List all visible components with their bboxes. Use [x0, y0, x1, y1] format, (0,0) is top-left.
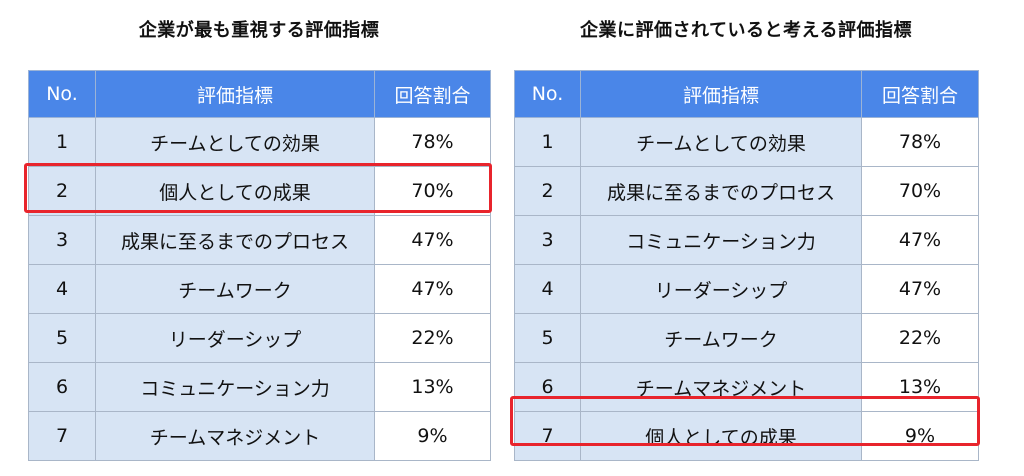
table-row: 4 リーダーシップ 47%: [514, 264, 979, 314]
row-percent: 47%: [861, 215, 979, 265]
left-header-indicator: 評価指標: [95, 70, 375, 118]
row-indicator: チームマネジメント: [95, 411, 375, 461]
row-number: 7: [28, 411, 96, 461]
table-row: 1 チームとしての効果 78%: [514, 117, 979, 167]
table-row: 2 個人としての成果 70%: [28, 166, 491, 216]
row-number: 4: [28, 264, 96, 314]
row-percent: 22%: [374, 313, 491, 363]
row-percent: 22%: [861, 313, 979, 363]
row-number: 1: [514, 117, 581, 167]
row-indicator: 個人としての成果: [580, 411, 862, 461]
table-row: 5 チームワーク 22%: [514, 313, 979, 363]
row-percent: 13%: [861, 362, 979, 412]
row-indicator: コミュニケーション力: [95, 362, 375, 412]
left-title: 企業が最も重視する評価指標: [138, 20, 380, 41]
row-percent: 70%: [374, 166, 491, 216]
right-header-percent: 回答割合: [861, 70, 979, 118]
row-number: 6: [28, 362, 96, 412]
row-percent: 47%: [374, 264, 491, 314]
row-indicator: チームとしての効果: [95, 117, 375, 167]
right-title: 企業に評価されていると考える評価指標: [580, 20, 912, 41]
row-number: 2: [28, 166, 96, 216]
table-row: 7 チームマネジメント 9%: [28, 411, 491, 461]
table-row: 4 チームワーク 47%: [28, 264, 491, 314]
right-table: No. 評価指標 回答割合 1 チームとしての効果 78% 2 成果に至るまでの…: [514, 70, 979, 461]
right-header-no: No.: [514, 70, 581, 118]
row-percent: 78%: [861, 117, 979, 167]
table-row: 3 コミュニケーション力 47%: [514, 215, 979, 265]
row-percent: 70%: [861, 166, 979, 216]
row-percent: 47%: [374, 215, 491, 265]
left-header-no: No.: [28, 70, 96, 118]
row-number: 6: [514, 362, 581, 412]
row-indicator: リーダーシップ: [95, 313, 375, 363]
table-row: 5 リーダーシップ 22%: [28, 313, 491, 363]
row-indicator: コミュニケーション力: [580, 215, 862, 265]
table-row: 6 コミュニケーション力 13%: [28, 362, 491, 412]
row-indicator: チームマネジメント: [580, 362, 862, 412]
left-header-percent: 回答割合: [374, 70, 491, 118]
table-row: 1 チームとしての効果 78%: [28, 117, 491, 167]
right-header-row: No. 評価指標 回答割合: [514, 70, 979, 118]
left-table: No. 評価指標 回答割合 1 チームとしての効果 78% 2 個人としての成果…: [28, 70, 491, 461]
row-number: 5: [28, 313, 96, 363]
table-row: 2 成果に至るまでのプロセス 70%: [514, 166, 979, 216]
row-percent: 78%: [374, 117, 491, 167]
row-indicator: 成果に至るまでのプロセス: [580, 166, 862, 216]
row-number: 4: [514, 264, 581, 314]
row-number: 2: [514, 166, 581, 216]
row-indicator: チームワーク: [580, 313, 862, 363]
row-percent: 13%: [374, 362, 491, 412]
row-number: 3: [28, 215, 96, 265]
left-header-row: No. 評価指標 回答割合: [28, 70, 491, 118]
right-header-indicator: 評価指標: [580, 70, 862, 118]
row-indicator: 個人としての成果: [95, 166, 375, 216]
row-indicator: 成果に至るまでのプロセス: [95, 215, 375, 265]
row-indicator: チームワーク: [95, 264, 375, 314]
row-indicator: チームとしての効果: [580, 117, 862, 167]
row-number: 7: [514, 411, 581, 461]
row-number: 3: [514, 215, 581, 265]
table-row: 6 チームマネジメント 13%: [514, 362, 979, 412]
row-indicator: リーダーシップ: [580, 264, 862, 314]
row-number: 1: [28, 117, 96, 167]
row-percent: 47%: [861, 264, 979, 314]
row-number: 5: [514, 313, 581, 363]
row-percent: 9%: [374, 411, 491, 461]
row-percent: 9%: [861, 411, 979, 461]
table-row: 3 成果に至るまでのプロセス 47%: [28, 215, 491, 265]
table-row: 7 個人としての成果 9%: [514, 411, 979, 461]
